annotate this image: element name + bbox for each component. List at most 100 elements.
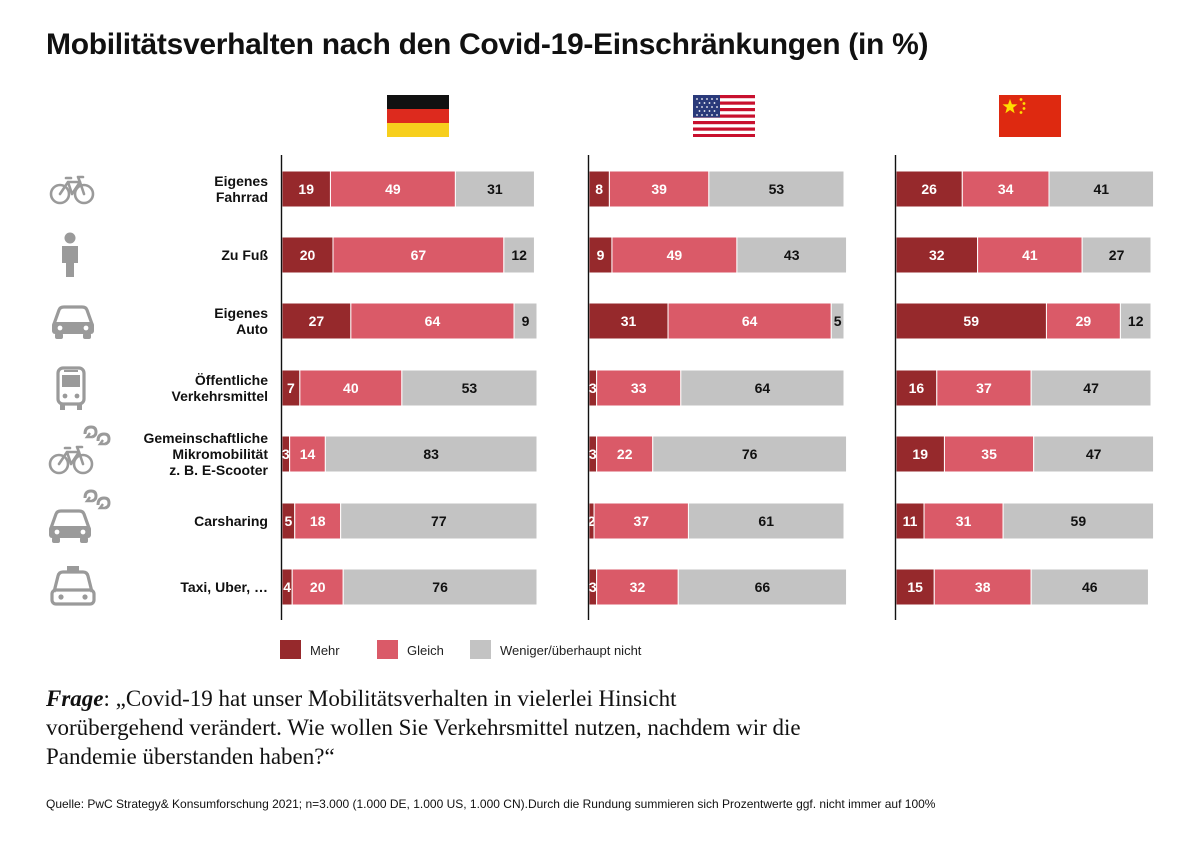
data-label: 64 <box>425 313 441 329</box>
data-label: 31 <box>621 313 637 329</box>
bar-segment <box>294 502 342 540</box>
data-label: 31 <box>487 181 503 197</box>
data-label: 37 <box>633 513 649 529</box>
bar-segment <box>350 302 515 340</box>
data-label: 32 <box>929 247 945 263</box>
data-label: 3 <box>282 446 290 462</box>
bar-segment <box>608 170 710 208</box>
data-label: 39 <box>651 181 667 197</box>
bar-segment <box>652 435 848 473</box>
bar-segment <box>1119 302 1152 340</box>
bar-segment <box>401 369 538 407</box>
data-label: 8 <box>595 181 603 197</box>
bar-segment <box>342 568 538 606</box>
bar-segment <box>454 170 535 208</box>
data-label: 9 <box>522 313 530 329</box>
data-label: 20 <box>310 579 326 595</box>
category-label: Zu Fuß <box>221 247 268 263</box>
china-flag-icon <box>999 95 1061 137</box>
bar-segment <box>680 369 845 407</box>
data-label: 77 <box>431 513 447 529</box>
legend-swatch <box>280 640 301 659</box>
bar-segment <box>593 502 689 540</box>
bar-segment <box>687 502 845 540</box>
bar-segment <box>667 302 832 340</box>
data-label: 40 <box>343 380 359 396</box>
chart-area: Eigenes Fahrrad Zu Fuß Eigenes Auto Öffentlic… <box>47 95 1155 659</box>
data-label: 7 <box>287 380 295 396</box>
data-label: 19 <box>912 446 928 462</box>
bar-segment <box>596 369 682 407</box>
data-label: 49 <box>667 247 683 263</box>
chart-title: Mobilitätsverhalten nach den Covid-19-Ei… <box>46 28 929 61</box>
data-label: 12 <box>1128 313 1144 329</box>
bicycle-icon <box>49 175 95 205</box>
bar-segment <box>977 236 1083 274</box>
data-label: 59 <box>1071 513 1087 529</box>
bar-segment <box>503 236 535 274</box>
data-label: 20 <box>300 247 316 263</box>
bar-segment <box>291 568 344 606</box>
bar-segment <box>289 435 326 473</box>
data-label: 2 <box>588 513 596 529</box>
data-label: 9 <box>597 247 605 263</box>
data-label: 67 <box>411 247 427 263</box>
data-label: 16 <box>909 380 925 396</box>
data-label: 41 <box>1093 181 1109 197</box>
data-label: 76 <box>432 579 448 595</box>
bar-segment <box>588 302 669 340</box>
bar-segment <box>332 236 505 274</box>
legend-swatch <box>377 640 398 659</box>
data-label: 15 <box>907 579 923 595</box>
legend-item: Gleich <box>377 640 444 659</box>
bar-segment <box>340 502 538 540</box>
bar-segment <box>736 236 848 274</box>
question-text: Frage: „Covid-19 hat unser Mobilitätsver… <box>46 684 806 771</box>
legend-swatch <box>470 640 491 659</box>
car-icon <box>50 305 96 341</box>
data-label: 34 <box>998 181 1014 197</box>
shared-car-icon <box>47 489 111 545</box>
bar-segment <box>895 568 935 606</box>
data-label: 26 <box>921 181 937 197</box>
bar-segment <box>936 369 1032 407</box>
bar-segment <box>281 236 334 274</box>
bar-segment <box>1033 435 1155 473</box>
data-label: 53 <box>769 181 785 197</box>
bar-segment <box>708 170 845 208</box>
data-label: 76 <box>742 446 758 462</box>
usa-flag-icon <box>693 95 755 137</box>
data-label: 64 <box>742 313 758 329</box>
data-label: 59 <box>963 313 979 329</box>
data-label: 38 <box>975 579 991 595</box>
bar-segment <box>1045 302 1121 340</box>
bar-segment <box>895 435 945 473</box>
data-label: 31 <box>956 513 972 529</box>
category-label: Taxi, Uber, … <box>180 579 268 595</box>
category-label: Eigenes Fahrrad <box>214 173 268 205</box>
data-label: 47 <box>1083 380 1099 396</box>
data-label: 49 <box>385 181 401 197</box>
bar-segment <box>933 568 1032 606</box>
data-label: 53 <box>462 380 478 396</box>
panel-de: 19 49 31 20 67 12 27 64 9 7 40 53 3 14 83 5 18 77 4 20 76 <box>281 170 538 606</box>
data-label: 32 <box>630 579 646 595</box>
data-label: 22 <box>617 446 633 462</box>
data-label: 41 <box>1022 247 1038 263</box>
legend-label: Gleich <box>407 643 444 658</box>
data-label: 3 <box>589 380 597 396</box>
bar-segment <box>513 302 538 340</box>
bar-segment <box>943 435 1035 473</box>
data-label: 33 <box>631 380 647 396</box>
data-label: 3 <box>589 446 597 462</box>
data-label: 47 <box>1086 446 1102 462</box>
data-label: 5 <box>834 313 842 329</box>
data-label: 29 <box>1076 313 1092 329</box>
bar-segment <box>1030 568 1149 606</box>
data-label: 27 <box>309 313 325 329</box>
bar-segment <box>1048 170 1155 208</box>
legend-item: Weniger/überhaupt nicht <box>470 640 642 659</box>
bar-segment <box>1002 502 1155 540</box>
question-body: : „Covid-19 hat unser Mobilitätsverhalte… <box>46 686 801 769</box>
